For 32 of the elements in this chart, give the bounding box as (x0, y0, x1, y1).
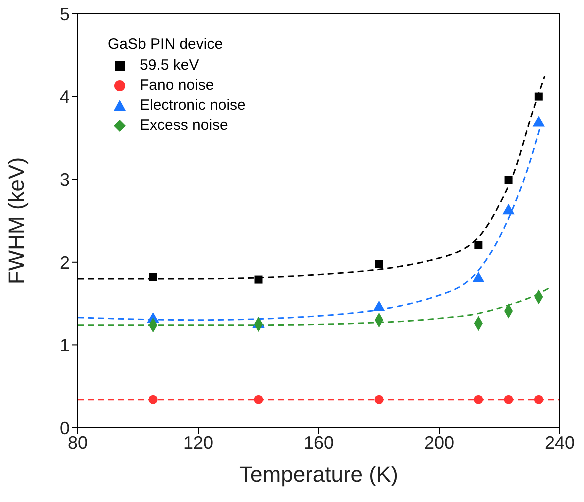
point (374, 395, 384, 404)
point (149, 273, 158, 282)
x-tick-label: 160 (304, 432, 334, 453)
point (532, 116, 545, 127)
point (502, 204, 515, 215)
point (534, 395, 544, 404)
point (254, 395, 264, 404)
point (375, 260, 384, 268)
point (474, 395, 484, 404)
y-tick-label: 3 (60, 170, 70, 190)
point (504, 395, 514, 404)
x-tick-label: 120 (183, 432, 214, 453)
legend-label: 59.5 keV (140, 57, 200, 74)
x-axis-title: Temperature (K) (240, 462, 398, 487)
legend-label: Fano noise (140, 77, 214, 94)
point (504, 176, 513, 184)
x-tick-label: 240 (544, 432, 576, 453)
point (254, 276, 263, 284)
y-tick-label: 1 (60, 336, 70, 356)
point (474, 241, 483, 250)
y-tick-label: 2 (60, 252, 70, 273)
point (148, 395, 158, 404)
y-tick-label: 5 (60, 4, 70, 24)
y-axis-title: FWHM (keV) (4, 157, 29, 285)
x-tick-label: 80 (68, 432, 88, 453)
legend-label: Electronic noise (140, 97, 246, 114)
y-tick-label: 4 (60, 87, 70, 108)
point (534, 92, 543, 101)
legend-label: Excess noise (140, 117, 228, 134)
legend-title: GaSb PIN device (108, 36, 224, 53)
x-tick-label: 200 (424, 432, 455, 453)
y-tick-label: 0 (60, 418, 70, 438)
